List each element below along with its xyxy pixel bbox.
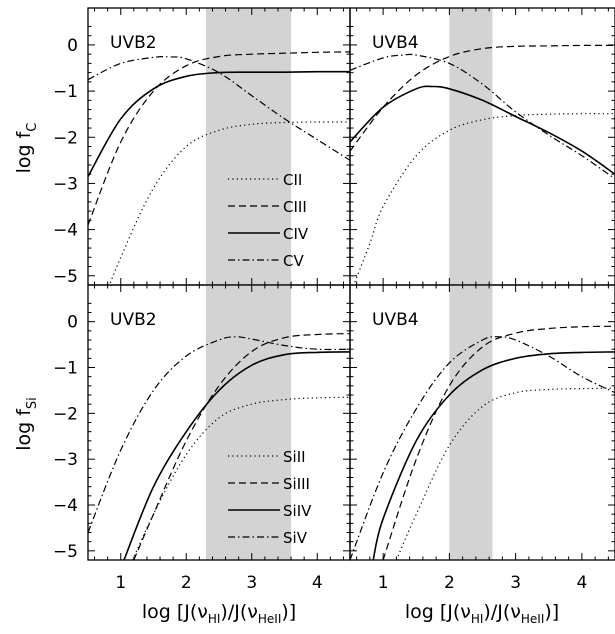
shaded-band-bottom-right [449,285,493,560]
series-line-SiV-bottom-right [350,336,615,560]
x-tick-label: 4 [312,573,323,593]
y-tick-label: −1 [53,82,78,102]
shaded-band-top-right [449,8,493,285]
y-tick-label: −3 [53,174,78,194]
series-line-CIII-top-right [350,44,615,152]
y-tick-label: −3 [53,450,78,470]
x-axis-title-right: log [J(νHI)/J(νHeII)] [405,601,559,626]
y-tick-label: 0 [67,313,78,333]
legend-label: CIV [283,225,309,243]
legend-label: CIII [283,198,307,216]
series-line-SiIII-bottom-right [382,325,615,560]
y-tick-label: −5 [53,267,78,287]
legend-label: SiII [283,448,306,466]
y-tick-label: −5 [53,542,78,562]
series-line-CV-top-right [350,53,615,180]
x-tick-label: 3 [510,573,521,593]
series-line-SiIII-bottom-left [133,333,350,560]
series-line-CV-top-left [88,56,350,161]
panel-label: UVB2 [110,33,157,53]
x-tick-label: 4 [576,573,587,593]
y-tick-label: −2 [53,128,78,148]
x-tick-label: 3 [246,573,257,593]
y-tick-label: −4 [53,221,78,241]
legend-label: CV [283,252,304,270]
series-line-SiV-bottom-left [88,336,350,533]
y-axis-title-bottom: log fSi [13,397,40,451]
y-tick-label: −1 [53,359,78,379]
x-tick-label: 2 [444,573,455,593]
y-tick-label: 0 [67,36,78,56]
series-line-SiIV-bottom-left [123,351,350,560]
y-tick-label: −2 [53,404,78,424]
shaded-band-bottom-left [205,285,292,560]
series-line-CIV-top-left [88,70,350,177]
x-tick-label: 1 [378,573,389,593]
series-line-CII-top-left [108,121,350,285]
legend-label: CII [283,171,302,189]
y-tick-label: −4 [53,496,78,516]
panel-label: UVB4 [372,33,419,53]
panel-frame-bottom-right [349,284,615,561]
y-axis-title-top: log fC [13,123,40,174]
legend-label: SiIV [283,502,312,520]
panel-label: UVB2 [110,310,157,330]
series-line-SiII-bottom-right [395,387,615,560]
series-line-SiIV-bottom-right [372,351,615,560]
panel-label: UVB4 [372,310,419,330]
shaded-band-top-left [205,8,292,285]
x-tick-label: 1 [115,573,126,593]
legend-label: SiIII [283,475,310,493]
x-tick-label: 2 [181,573,192,593]
series-line-CIII-top-left [88,51,350,226]
x-axis-title-left: log [J(νHI)/J(νHeII)] [142,601,296,626]
series-line-CIV-top-right [350,85,615,175]
legend-label: SiV [283,529,308,547]
